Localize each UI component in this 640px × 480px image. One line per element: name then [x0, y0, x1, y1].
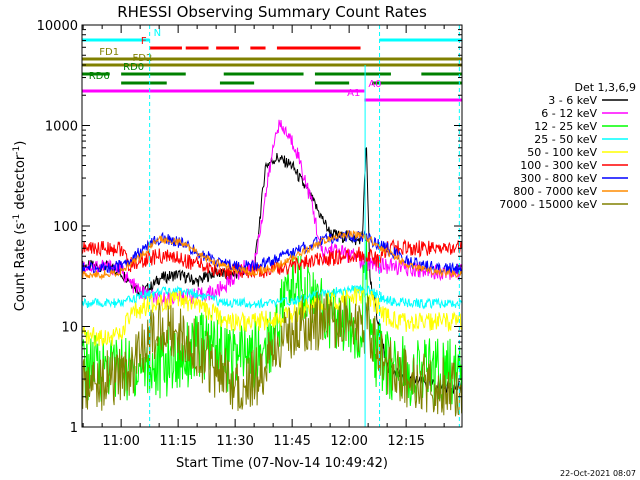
legend-label: 3 - 6 keV — [548, 94, 597, 107]
x-tick-label: 11:45 — [273, 434, 310, 449]
x-tick-label: 12:15 — [387, 434, 424, 449]
y-axis-label: Count Rate (s-1 detector-1) — [12, 141, 28, 312]
state-bar-label: FD1 — [99, 47, 119, 58]
y-axis-label-group: Count Rate (s-1 detector-1) — [12, 141, 28, 312]
y-axis-label-sup2: -1 — [12, 146, 22, 155]
state-bar-label: FD2 — [133, 53, 153, 64]
y-tick-label: 10 — [61, 321, 78, 336]
series-line — [81, 238, 463, 280]
y-axis: 1 10 100 1000 10000 — [37, 19, 462, 436]
x-tick-label: 11:15 — [159, 434, 196, 449]
chart-title: RHESSI Observing Summary Count Rates — [117, 3, 427, 21]
legend-label: 50 - 100 keV — [527, 146, 597, 159]
state-bar-label: RD0 — [123, 62, 144, 73]
state-bar-label: RD6 — [89, 71, 110, 82]
series-line — [81, 230, 463, 275]
legend-label: 25 - 50 keV — [534, 133, 597, 146]
state-bar-label: F — [141, 36, 147, 47]
y-tick-label: 1 — [70, 421, 78, 436]
x-tick-label: 11:30 — [216, 434, 253, 449]
state-bar-label: A0 — [368, 79, 381, 90]
y-axis-label-mid: detector — [13, 154, 28, 214]
y-axis-label-main: Count Rate (s — [13, 223, 28, 312]
series-line — [81, 229, 463, 281]
legend-title: Det 1,3,6,9 — [574, 81, 636, 94]
series-line — [81, 287, 463, 347]
y-axis-label-sup1: -1 — [12, 214, 22, 223]
state-bar-label: N — [154, 28, 161, 39]
y-tick-label: 1000 — [45, 120, 78, 135]
legend-label: 12 - 25 keV — [534, 120, 597, 133]
legend-label: 300 - 800 keV — [520, 172, 597, 185]
vertical-markers — [149, 25, 460, 427]
series-line — [81, 236, 463, 407]
x-axis-label: Start Time (07-Nov-14 10:49:42) — [176, 456, 388, 471]
state-bar-label: A1 — [347, 88, 360, 99]
x-tick-label: 11:00 — [102, 434, 139, 449]
legend-label: 7000 - 15000 keV — [499, 198, 597, 211]
footer-date: 22-Oct-2021 08:07 — [560, 469, 636, 478]
legend-label: 800 - 7000 keV — [513, 185, 597, 198]
series-line — [81, 119, 463, 309]
legend-label: 100 - 300 keV — [520, 159, 597, 172]
x-tick-label: 12:00 — [330, 434, 367, 449]
series-line — [81, 284, 463, 310]
series-lines — [81, 119, 463, 417]
series-line — [81, 291, 463, 417]
y-axis-label-end: ) — [13, 141, 28, 146]
legend-label: 6 - 12 keV — [541, 107, 597, 120]
x-axis: 11:00 11:15 11:30 11:45 12:00 12:15 — [82, 25, 445, 449]
y-tick-label: 100 — [53, 220, 78, 235]
y-tick-label: 10000 — [37, 19, 78, 34]
